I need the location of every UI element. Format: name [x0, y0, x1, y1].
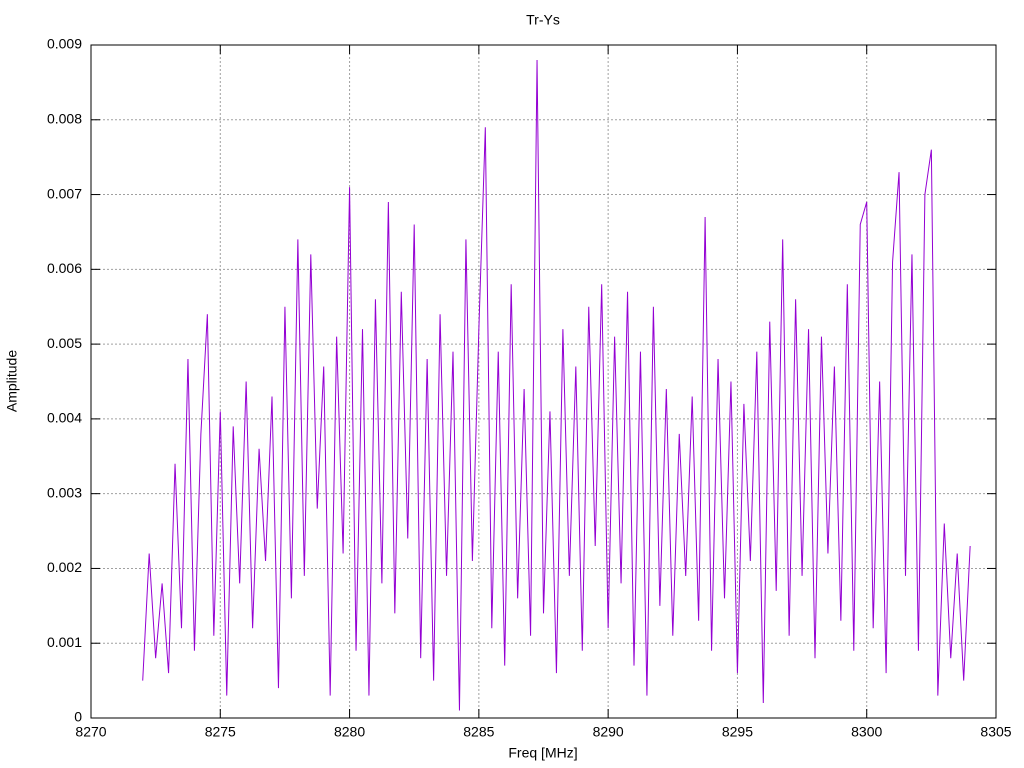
y-axis-label: Amplitude: [4, 350, 20, 412]
x-tick-label: 8300: [851, 724, 882, 740]
y-tick-label: 0.002: [47, 559, 82, 575]
y-tick-label: 0.001: [47, 634, 82, 650]
y-tick-label: 0.009: [47, 36, 82, 52]
y-tick-label: 0: [74, 709, 82, 725]
y-tick-label: 0.003: [47, 484, 82, 500]
x-tick-label: 8270: [75, 724, 106, 740]
y-tick-label: 0.006: [47, 260, 82, 276]
x-tick-label: 8305: [980, 724, 1011, 740]
x-tick-label: 8280: [334, 724, 365, 740]
y-tick-label: 0.007: [47, 185, 82, 201]
x-tick-label: 8295: [722, 724, 753, 740]
x-tick-label: 8290: [593, 724, 624, 740]
y-tick-label: 0.004: [47, 410, 82, 426]
y-tick-label: 0.008: [47, 110, 82, 126]
x-axis-label: Freq [MHz]: [508, 745, 577, 761]
x-tick-label: 8285: [463, 724, 494, 740]
y-tick-label: 0.005: [47, 335, 82, 351]
x-tick-label: 8275: [205, 724, 236, 740]
plot-frame: [90, 44, 997, 719]
data-line: [142, 59, 971, 711]
chart-title: Tr-Ys: [526, 12, 560, 28]
